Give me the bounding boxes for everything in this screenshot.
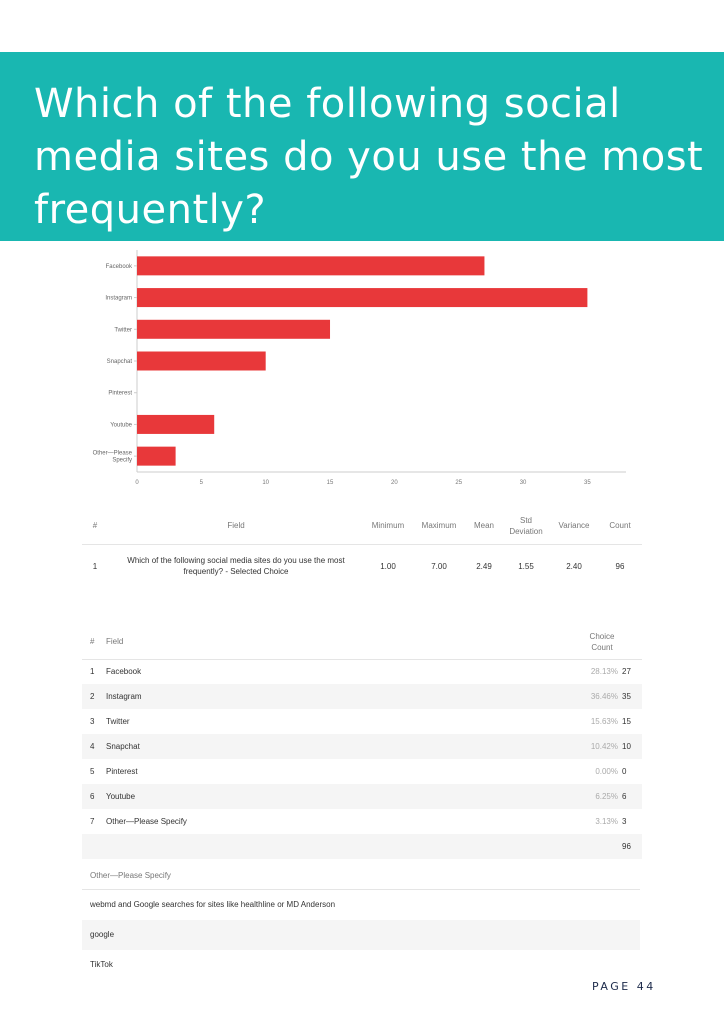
- x-tick-label: 0: [135, 480, 139, 486]
- page-number: PAGE 44: [592, 980, 656, 993]
- y-tick-label: Twitter: [114, 327, 132, 333]
- row-percent: 28.13%: [590, 667, 618, 677]
- stats-maximum: 7.00: [431, 561, 447, 571]
- row-index: 5: [90, 767, 95, 776]
- bar-chart: Facebook Instagram Twitter Snapchat Pinteres…: [93, 250, 626, 486]
- row-index: 2: [82, 684, 106, 709]
- stats-header-std: Std Deviation: [502, 508, 550, 545]
- row-field: Instagram: [106, 684, 562, 709]
- total-percent-blank: [562, 834, 622, 859]
- stats-field: Which of the following social media site…: [108, 544, 364, 588]
- choice-header-count: Choice Count: [562, 625, 642, 660]
- stats-row: 1 Which of the following social media si…: [82, 544, 642, 588]
- row-index: 7: [90, 817, 95, 826]
- choice-header-line1: Choice: [589, 631, 615, 641]
- stats-std: 1.55: [518, 561, 534, 571]
- stats-header-field: Field: [108, 508, 364, 545]
- stats-minimum: 1.00: [380, 561, 396, 571]
- choice-table: # Field Choice Count 1 Facebook 28.13% 2…: [82, 625, 642, 859]
- other-response-item: google: [82, 920, 640, 950]
- row-percent: 6.25%: [562, 784, 622, 809]
- row-percent: 0.00%: [595, 767, 618, 776]
- stats-index: 1: [92, 561, 98, 571]
- total-count: 96: [622, 834, 642, 859]
- x-tick-label: 25: [455, 480, 462, 486]
- row-count: 15: [622, 717, 631, 726]
- other-response-item: TikTok: [90, 960, 113, 969]
- table-row: 5 Pinterest 0.00% 0: [82, 759, 642, 784]
- stats-header-minimum: Minimum: [364, 508, 412, 545]
- y-tick-label: Pinterest: [108, 391, 132, 397]
- stats-header-variance: Variance: [550, 508, 598, 545]
- total-index-blank: [82, 834, 106, 859]
- table-row: 2 Instagram 36.46% 35: [82, 684, 642, 709]
- stats-field-line2: frequently? - Selected Choice: [183, 567, 289, 577]
- x-tick-label: 5: [200, 480, 204, 486]
- row-field: Snapchat: [106, 734, 562, 759]
- choice-header-field: Field: [106, 625, 562, 660]
- row-count: 0: [622, 767, 627, 776]
- bar: [137, 319, 331, 339]
- stats-field-line1: Which of the following social media site…: [127, 556, 345, 566]
- row-percent: 15.63%: [590, 717, 618, 726]
- stats-header-index: #: [82, 508, 108, 545]
- other-header: Other—Please Specify: [82, 862, 640, 890]
- row-field: Youtube: [106, 784, 562, 809]
- row-percent: 3.13%: [595, 817, 618, 826]
- stats-header-maximum: Maximum: [412, 508, 466, 545]
- row-index: 3: [90, 717, 95, 726]
- stats-variance: 2.40: [566, 561, 582, 571]
- table-row: 6 Youtube 6.25% 6: [82, 784, 642, 809]
- page-title: Which of the following social media site…: [34, 81, 704, 233]
- row-percent: 36.46%: [562, 684, 622, 709]
- stats-table: # Field Minimum Maximum Mean Std Deviatio…: [82, 508, 642, 588]
- row-index: 1: [90, 667, 95, 677]
- row-count: 10: [622, 734, 642, 759]
- row-index: 6: [82, 784, 106, 809]
- row-percent: 10.42%: [562, 734, 622, 759]
- choice-header-index: #: [82, 625, 106, 660]
- row-count: 35: [622, 684, 642, 709]
- stats-count: 96: [615, 561, 625, 571]
- y-tick-label: Instagram: [105, 296, 132, 302]
- bar: [137, 288, 588, 308]
- bar: [137, 414, 215, 434]
- total-field-blank: [106, 834, 562, 859]
- y-tick-label: Youtube: [110, 422, 132, 428]
- other-response-item: webmd and Google searches for sites like…: [90, 900, 336, 909]
- x-tick-label: 35: [584, 480, 591, 486]
- table-row: 3 Twitter 15.63% 15: [82, 709, 642, 734]
- y-tick-label: Snapchat: [107, 359, 133, 365]
- stats-header-count: Count: [598, 508, 642, 545]
- y-tick-label: Facebook: [106, 264, 133, 270]
- row-field: Other—Please Specify: [106, 817, 187, 826]
- choice-header-line2: Count: [591, 642, 613, 652]
- row-field: Pinterest: [106, 767, 138, 776]
- stats-header-mean: Mean: [466, 508, 502, 545]
- y-tick-label: Other—Please Specify: [93, 451, 133, 464]
- row-count: 3: [622, 817, 627, 826]
- stats-header-row: # Field Minimum Maximum Mean Std Deviatio…: [82, 508, 642, 545]
- table-row: 4 Snapchat 10.42% 10: [82, 734, 642, 759]
- x-tick-label: 30: [520, 480, 527, 486]
- row-index: 4: [82, 734, 106, 759]
- bar: [137, 256, 485, 276]
- table-row: 1 Facebook 28.13% 27: [82, 659, 642, 684]
- bar: [137, 351, 266, 371]
- row-count: 6: [622, 784, 642, 809]
- choice-header-row: # Field Choice Count: [82, 625, 642, 660]
- title-banner: Which of the following social media site…: [0, 52, 724, 241]
- row-field: Facebook: [106, 667, 142, 677]
- x-tick-label: 15: [327, 480, 334, 486]
- stats-mean: 2.49: [476, 561, 492, 571]
- row-count: 27: [622, 667, 631, 677]
- x-tick-label: 20: [391, 480, 398, 486]
- row-field: Twitter: [106, 717, 130, 726]
- x-tick-label: 10: [262, 480, 269, 486]
- bar: [137, 446, 176, 466]
- total-row: 96: [82, 834, 642, 859]
- table-row: 7 Other—Please Specify 3.13% 3: [82, 809, 642, 834]
- other-responses: Other—Please Specify webmd and Google se…: [82, 862, 640, 980]
